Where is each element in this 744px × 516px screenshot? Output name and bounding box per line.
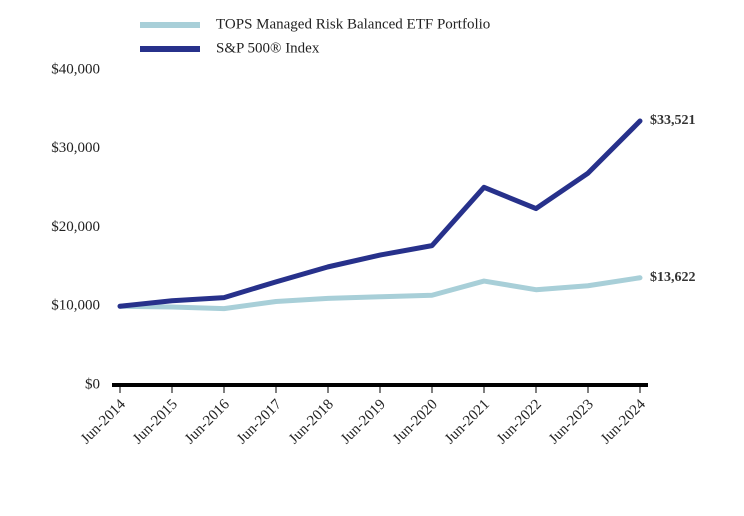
y-tick-label: $20,000	[51, 219, 100, 235]
y-tick-label: $0	[85, 376, 100, 392]
y-tick-label: $30,000	[51, 140, 100, 156]
series-end-label: $13,622	[650, 270, 696, 285]
series-end-label: $33,521	[650, 113, 696, 128]
y-tick-label: $10,000	[51, 298, 100, 314]
legend-swatch	[140, 46, 200, 52]
legend-label: TOPS Managed Risk Balanced ETF Portfolio	[216, 16, 490, 32]
chart-svg: $0$10,000$20,000$30,000$40,000Jun-2014Ju…	[0, 0, 744, 516]
legend-label: S&P 500® Index	[216, 40, 320, 56]
y-tick-label: $40,000	[51, 61, 100, 77]
growth-chart: $0$10,000$20,000$30,000$40,000Jun-2014Ju…	[0, 0, 744, 516]
legend-swatch	[140, 22, 200, 28]
